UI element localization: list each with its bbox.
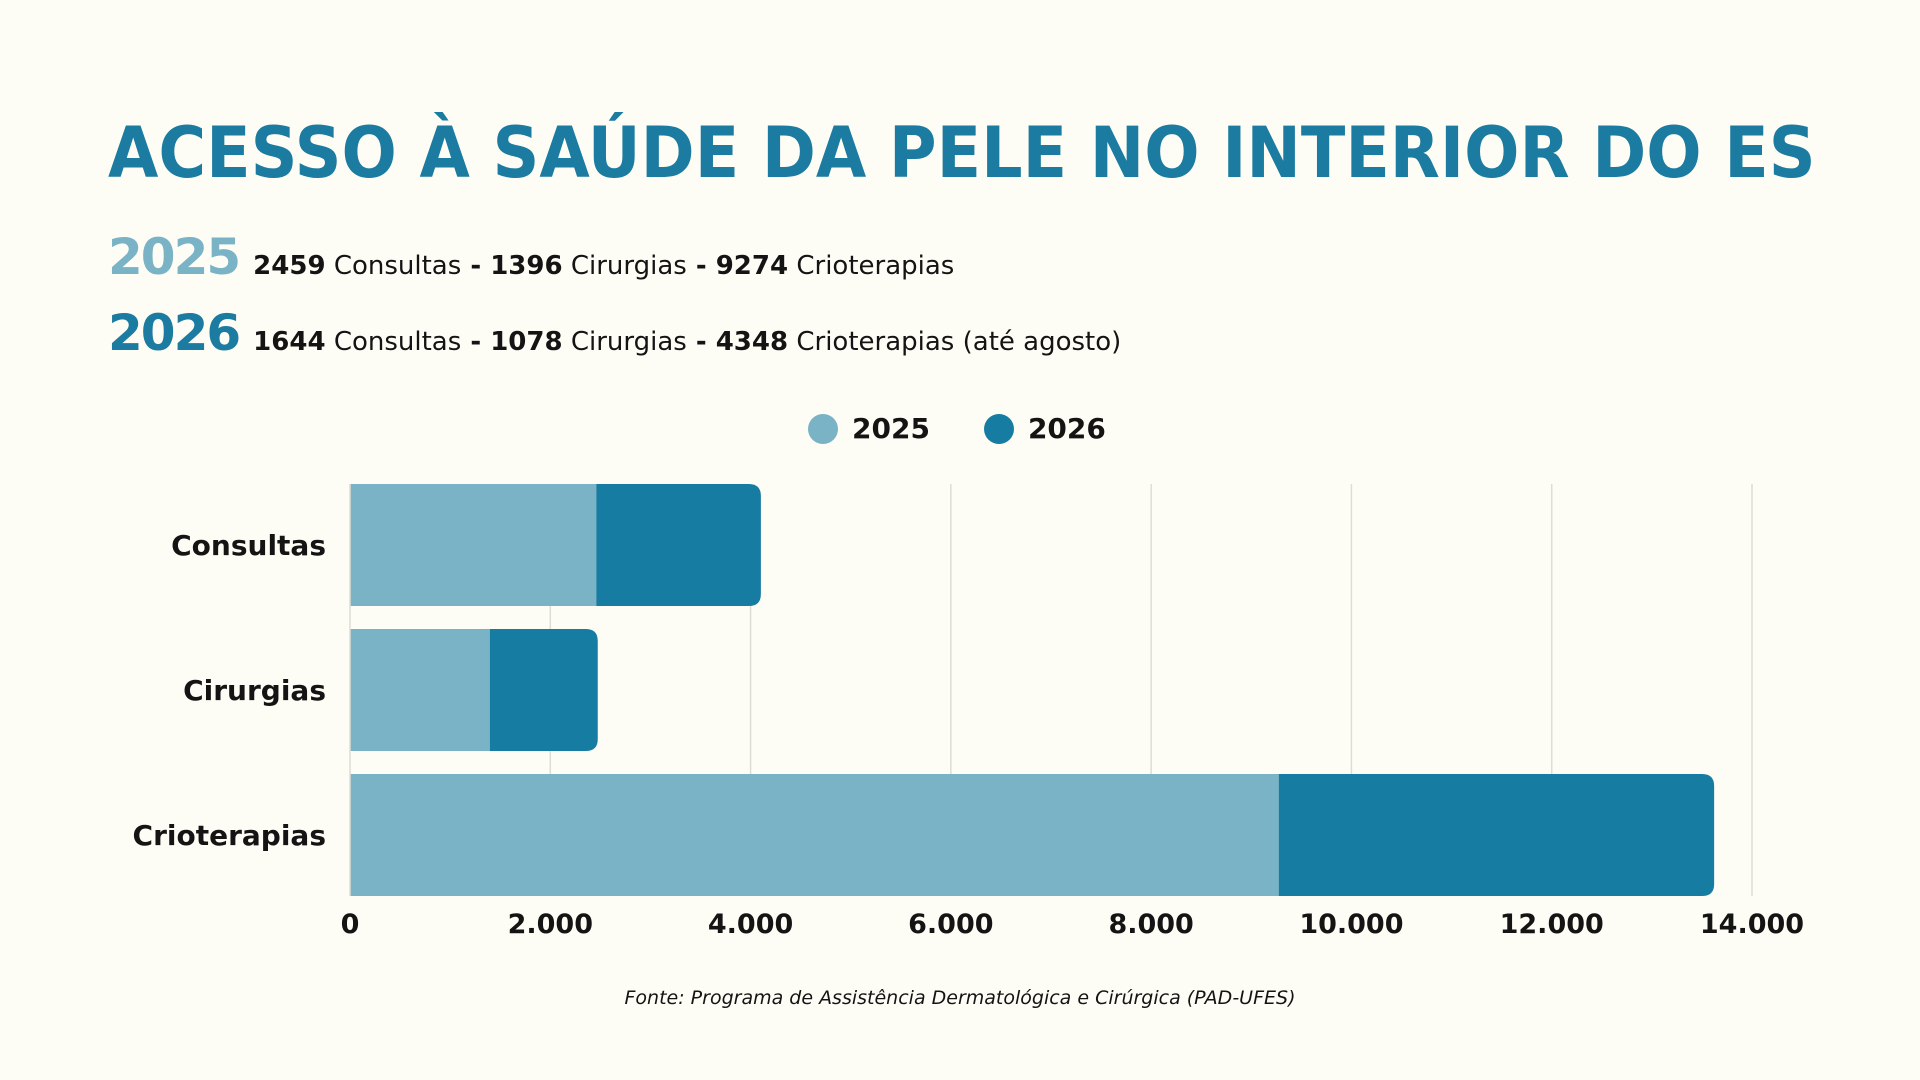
legend-swatch <box>808 413 838 444</box>
separator: - <box>461 327 491 357</box>
crioterapias-count: 4348 <box>715 327 789 357</box>
x-tick-label: 4.000 <box>708 909 793 940</box>
legend-item-2025: 2025 <box>808 412 930 445</box>
summary-2026: 2026 1644 Consultas - 1078 Cirurgias - 4… <box>108 304 1121 362</box>
page-title: ACESSO À SAÚDE DA PELE NO INTERIOR DO ES <box>108 112 1816 194</box>
bar-2025-consultas <box>350 484 597 606</box>
summary-year: 2026 <box>108 304 241 362</box>
summary-details: 1644 Consultas - 1078 Cirurgias - 4348 C… <box>253 327 1121 357</box>
category-label: Crioterapias <box>133 819 326 852</box>
consultas-label: Consultas <box>333 327 462 357</box>
consultas-count: 1644 <box>253 327 326 357</box>
legend-swatch <box>983 413 1014 444</box>
cirurgias-count: 1396 <box>490 251 563 281</box>
cirurgias-label: Cirurgias <box>570 327 687 357</box>
bar-2026-crioterapias <box>1278 774 1715 896</box>
separator: - <box>686 327 716 357</box>
legend-item-2026: 2026 <box>983 412 1106 445</box>
crioterapias-label: Crioterapias (até agosto) <box>796 327 1122 357</box>
legend-label: 2026 <box>1027 412 1106 445</box>
x-tick-label: 10.000 <box>1299 909 1403 940</box>
bar-2026-cirurgias <box>489 629 598 751</box>
summary-year: 2025 <box>108 228 241 286</box>
summary-details: 2459 Consultas - 1396 Cirurgias - 9274 C… <box>253 251 954 281</box>
cirurgias-count: 1078 <box>490 327 563 357</box>
category-label: Consultas <box>171 529 326 562</box>
x-tick-label: 2.000 <box>508 909 593 940</box>
x-tick-label: 12.000 <box>1500 909 1604 940</box>
consultas-label: Consultas <box>333 251 462 281</box>
consultas-count: 2459 <box>253 251 326 281</box>
x-tick-label: 6.000 <box>908 909 993 940</box>
summary-2025: 2025 2459 Consultas - 1396 Cirurgias - 9… <box>108 228 954 286</box>
legend-label: 2025 <box>852 412 930 445</box>
crioterapias-label: Crioterapias <box>796 251 955 281</box>
bar-2025-crioterapias <box>350 774 1279 896</box>
separator: - <box>461 251 491 281</box>
category-label: Cirurgias <box>183 674 326 707</box>
chart-legend: 2025 2026 <box>808 412 1106 445</box>
cirurgias-label: Cirurgias <box>570 251 687 281</box>
x-tick-label: 8.000 <box>1108 909 1193 940</box>
crioterapias-count: 9274 <box>715 251 789 281</box>
x-tick-label: 0 <box>341 909 360 940</box>
bar-2025-cirurgias <box>350 629 490 751</box>
source-note: Fonte: Programa de Assistência Dermatoló… <box>624 987 1296 1009</box>
bar-2026-consultas <box>596 484 761 606</box>
separator: - <box>686 251 716 281</box>
x-tick-label: 14.000 <box>1700 909 1804 940</box>
